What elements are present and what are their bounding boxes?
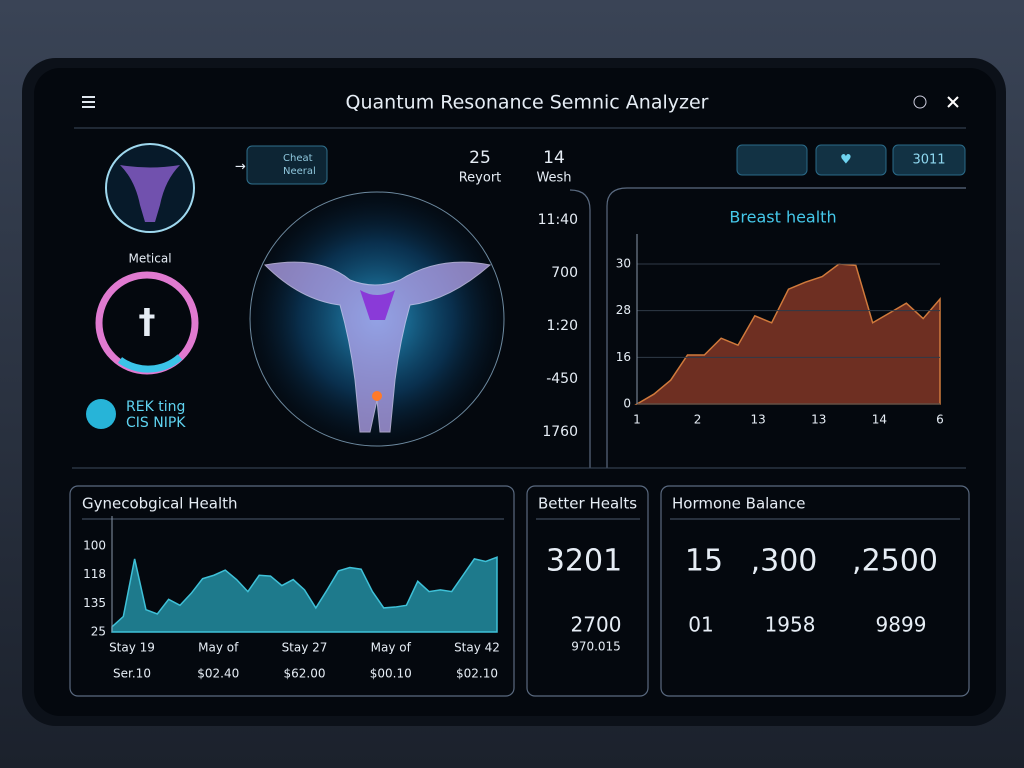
scale-frame bbox=[569, 189, 591, 468]
x-sublabel: $02.40 bbox=[197, 667, 239, 681]
scale-label: 1760 bbox=[542, 424, 578, 440]
anatomy-figure bbox=[263, 261, 492, 433]
x-tick-label: 2 bbox=[694, 413, 702, 427]
area bbox=[634, 263, 941, 405]
chart-title: Breast health bbox=[729, 208, 836, 227]
y-tick-label: 28 bbox=[616, 303, 631, 317]
x-tick-label: May of bbox=[371, 641, 412, 655]
heart-button[interactable] bbox=[815, 144, 887, 176]
big-value: 15 bbox=[685, 544, 723, 579]
x-tick-label: 13 bbox=[751, 413, 766, 427]
anatomy-spot bbox=[372, 391, 382, 401]
scale-label: 1:20 bbox=[547, 318, 578, 334]
x-sublabel: $62.00 bbox=[284, 667, 326, 681]
app-title: Quantum Resonance Semnic Analyzer bbox=[346, 92, 709, 114]
x-sublabel: $00.10 bbox=[370, 667, 412, 681]
x-sublabel: $02.10 bbox=[456, 667, 498, 681]
y-tick-label: 25 bbox=[91, 625, 106, 639]
badge-line: Neeral bbox=[283, 166, 316, 177]
status-line: REK ting bbox=[126, 399, 185, 415]
big-value: ,2500 bbox=[852, 544, 938, 579]
status-icon bbox=[86, 399, 116, 429]
x-sublabel: Ser.10 bbox=[113, 667, 151, 681]
stat-value: 14 bbox=[543, 148, 565, 168]
y-tick-label: 118 bbox=[83, 567, 106, 581]
hormone-panel bbox=[660, 485, 970, 697]
chart-frame bbox=[606, 187, 966, 468]
sub-value: 01 bbox=[688, 613, 713, 637]
code-button[interactable] bbox=[892, 144, 966, 176]
sub-label: 970.015 bbox=[571, 640, 621, 654]
x-tick-label: 13 bbox=[811, 413, 826, 427]
globe-icon[interactable] bbox=[913, 95, 927, 109]
badge-line: Cheat bbox=[283, 153, 313, 164]
arrow: → bbox=[235, 160, 246, 175]
grid-button[interactable] bbox=[736, 144, 808, 176]
y-tick-label: 100 bbox=[83, 539, 106, 553]
x-tick-label: 14 bbox=[872, 413, 887, 427]
stat-label: Wesh bbox=[536, 171, 571, 186]
gyn-panel bbox=[69, 485, 515, 697]
scale-label: 11:40 bbox=[538, 212, 578, 228]
sub-value: 9899 bbox=[876, 613, 927, 637]
button-label: 3011 bbox=[912, 153, 945, 168]
stat-label: Reyort bbox=[459, 171, 502, 186]
close-icon[interactable] bbox=[947, 96, 959, 108]
status-line: CIS NIPK bbox=[126, 415, 186, 431]
menu-icon[interactable] bbox=[82, 96, 95, 108]
thumbnail-figure bbox=[120, 165, 180, 222]
better-panel bbox=[526, 485, 649, 697]
x-tick-label: Stay 19 bbox=[109, 641, 155, 655]
panel-title: Hormone Balance bbox=[672, 495, 805, 513]
body-label: Metical bbox=[128, 252, 171, 266]
y-tick-label: 135 bbox=[83, 596, 106, 610]
heart-icon: ♥ bbox=[840, 153, 852, 168]
area bbox=[111, 556, 498, 633]
y-tick-label: 30 bbox=[616, 257, 631, 271]
anatomy-organ bbox=[360, 290, 395, 320]
panel-title: Gynecobgical Health bbox=[82, 495, 238, 513]
x-tick-label: Stay 27 bbox=[282, 641, 328, 655]
x-tick-label: 1 bbox=[633, 413, 641, 427]
big-value: 3201 bbox=[546, 544, 622, 579]
badge[interactable] bbox=[246, 145, 328, 185]
sub-value: 1958 bbox=[765, 613, 816, 637]
x-tick-label: 6 bbox=[936, 413, 944, 427]
cross-icon: † bbox=[139, 302, 156, 342]
sub-value: 2700 bbox=[571, 613, 622, 637]
progress-ring-part bbox=[117, 354, 183, 373]
display bbox=[34, 68, 996, 716]
y-tick-label: 16 bbox=[616, 350, 631, 364]
panel-title: Better Healts bbox=[538, 495, 637, 513]
y-tick-label: 0 bbox=[623, 397, 631, 411]
x-tick-label: May of bbox=[198, 641, 239, 655]
scale-label: -450 bbox=[546, 371, 578, 387]
x-tick-label: Stay 42 bbox=[454, 641, 500, 655]
big-value: ,300 bbox=[751, 544, 818, 579]
scale-label: 700 bbox=[551, 265, 578, 281]
stat-value: 25 bbox=[469, 148, 491, 168]
